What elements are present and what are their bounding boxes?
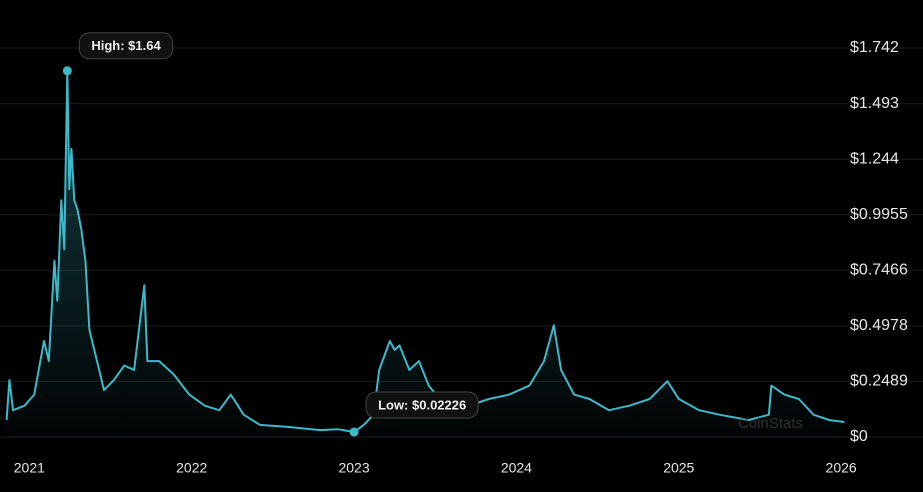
x-tick-label: 2024 [501,460,532,476]
y-tick-label: $1.493 [850,95,899,112]
annotation-text: Low: $0.02226 [378,397,466,412]
annotation: Low: $0.02226 [365,391,479,419]
plot: CoinStats [5,69,845,438]
annotations: High: $1.64 Low: $0.02226 [62,32,479,437]
annotation-text: High: $1.64 [91,38,161,53]
x-tick-label: 2022 [176,460,207,476]
y-tick-label: $0.4978 [850,317,908,334]
x-tick-label: 2023 [338,460,369,476]
x-tick-label: 2026 [826,460,857,476]
annotation-marker [62,66,72,76]
annotation-box [78,32,174,60]
y-tick-label: $0.9955 [850,206,908,223]
y-tick-label: $1.742 [850,39,899,56]
annotation: High: $1.64 [78,32,174,60]
y-tick-label: $0.7466 [850,261,908,278]
annotation-marker [349,427,359,437]
area [6,70,845,438]
y-tick-label: $1.244 [850,150,899,167]
watermark: CoinStats [738,415,803,432]
y-tick-label: $0 [850,428,868,445]
annotation-box [365,391,479,419]
axes: $0 $0.2489 $0.4978 $0.7466 $0.9955 $1.244 $1.4… [14,39,908,475]
x-tick-label: 2021 [14,460,45,476]
price-line [5,69,845,433]
x-tick-label: 2025 [663,460,694,476]
y-tick-label: $0.2489 [850,373,908,390]
